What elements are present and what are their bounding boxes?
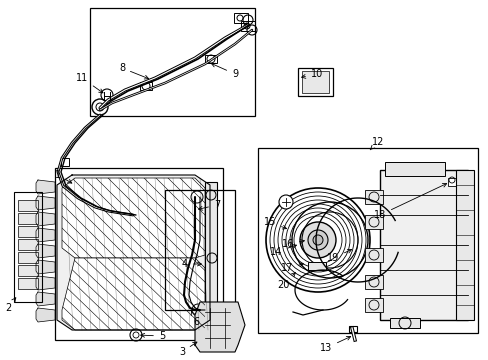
Text: 2: 2 — [5, 298, 16, 313]
Text: 14: 14 — [269, 244, 296, 257]
Polygon shape — [195, 302, 244, 352]
Polygon shape — [62, 258, 204, 330]
Bar — [234, 13, 247, 23]
Bar — [307, 262, 325, 270]
Bar — [204, 55, 217, 63]
Circle shape — [307, 230, 327, 250]
Text: 13: 13 — [319, 337, 350, 353]
Bar — [18, 265, 38, 276]
Bar — [241, 21, 254, 31]
Polygon shape — [36, 180, 55, 194]
Bar — [76, 191, 84, 199]
Bar — [364, 248, 382, 262]
Bar — [447, 178, 459, 186]
Polygon shape — [36, 244, 55, 258]
Text: 5: 5 — [141, 331, 165, 341]
Bar — [90, 8, 254, 116]
Bar — [364, 275, 382, 289]
Text: 15: 15 — [263, 217, 286, 229]
Polygon shape — [36, 196, 55, 210]
Bar — [258, 148, 477, 333]
Bar — [364, 215, 382, 229]
Text: 16: 16 — [281, 239, 304, 249]
Text: 10: 10 — [301, 69, 323, 79]
Text: 4: 4 — [182, 259, 201, 269]
Bar — [389, 318, 419, 328]
Circle shape — [312, 235, 323, 245]
Text: 17: 17 — [280, 263, 303, 273]
Bar — [55, 168, 223, 340]
Text: 9: 9 — [211, 63, 238, 79]
Polygon shape — [36, 276, 55, 290]
Bar — [297, 68, 332, 96]
Polygon shape — [57, 175, 209, 330]
Bar — [364, 190, 382, 204]
Bar — [14, 192, 42, 302]
Polygon shape — [36, 308, 55, 322]
Polygon shape — [62, 178, 204, 258]
Text: 7: 7 — [198, 200, 220, 210]
Text: 11: 11 — [76, 73, 103, 93]
Bar — [364, 298, 382, 312]
Text: 8: 8 — [119, 63, 148, 79]
Bar — [204, 182, 217, 317]
Bar — [18, 200, 38, 211]
Polygon shape — [36, 212, 55, 226]
Bar — [18, 252, 38, 263]
Text: 19: 19 — [326, 249, 351, 263]
Polygon shape — [36, 228, 55, 242]
Text: 6: 6 — [191, 311, 199, 327]
Bar — [164, 190, 235, 310]
Text: 12: 12 — [369, 137, 384, 150]
Polygon shape — [36, 292, 55, 306]
Text: 1: 1 — [55, 170, 72, 183]
Bar — [18, 239, 38, 250]
Circle shape — [299, 222, 335, 258]
Bar — [302, 71, 328, 93]
Bar — [61, 158, 69, 166]
Text: 18: 18 — [373, 184, 446, 220]
Bar — [455, 170, 473, 320]
Bar — [18, 278, 38, 289]
Bar — [140, 82, 152, 90]
Polygon shape — [36, 260, 55, 274]
Bar — [379, 170, 467, 320]
Bar — [384, 162, 444, 176]
Bar — [18, 213, 38, 224]
Text: 3: 3 — [179, 342, 197, 357]
Text: 20: 20 — [276, 273, 295, 290]
Bar — [18, 226, 38, 237]
Circle shape — [279, 195, 292, 209]
Bar — [348, 326, 356, 332]
